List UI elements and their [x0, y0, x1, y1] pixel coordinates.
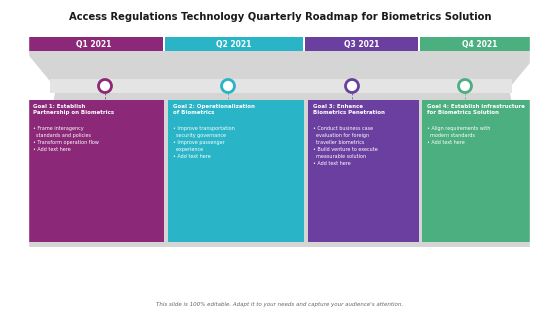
FancyBboxPatch shape — [308, 100, 419, 242]
Text: • Improve transportation
  security governance
• Improve passenger
  experience
: • Improve transportation security govern… — [173, 126, 235, 159]
Text: Access Regulations Technology Quarterly Roadmap for Biometrics Solution: Access Regulations Technology Quarterly … — [69, 12, 491, 22]
FancyBboxPatch shape — [50, 79, 512, 93]
Text: Goal 1: Establish
Partnership on Biometrics: Goal 1: Establish Partnership on Biometr… — [33, 104, 114, 115]
FancyBboxPatch shape — [25, 37, 163, 51]
FancyBboxPatch shape — [28, 100, 164, 242]
Text: Goal 3: Enhance
Biometrics Penetration: Goal 3: Enhance Biometrics Penetration — [313, 104, 385, 115]
Ellipse shape — [222, 79, 235, 93]
Text: Q3 2021: Q3 2021 — [344, 39, 379, 49]
Ellipse shape — [346, 79, 358, 93]
FancyBboxPatch shape — [420, 37, 540, 51]
FancyBboxPatch shape — [305, 37, 418, 51]
Ellipse shape — [459, 79, 472, 93]
Text: • Conduct business case
  evaluation for foreign
  traveller biometrics
• Build : • Conduct business case evaluation for f… — [313, 126, 378, 166]
FancyBboxPatch shape — [165, 37, 303, 51]
Text: Goal 2: Operationalization
of Biometrics: Goal 2: Operationalization of Biometrics — [173, 104, 255, 115]
Text: Q2 2021: Q2 2021 — [216, 39, 251, 49]
FancyBboxPatch shape — [422, 100, 530, 242]
Ellipse shape — [99, 79, 111, 93]
Polygon shape — [25, 51, 540, 87]
Text: • Align requirements with
  modern standards
• Add text here: • Align requirements with modern standar… — [427, 126, 491, 145]
Text: • Frame interagency
  standards and policies
• Transform operation flow
• Add te: • Frame interagency standards and polici… — [33, 126, 99, 152]
Text: Q1 2021: Q1 2021 — [76, 39, 111, 49]
Text: This slide is 100% editable. Adapt it to your needs and capture your audience's : This slide is 100% editable. Adapt it to… — [156, 302, 404, 307]
Polygon shape — [25, 93, 540, 247]
Text: Q4 2021: Q4 2021 — [463, 39, 498, 49]
FancyBboxPatch shape — [168, 100, 304, 242]
Text: Goal 4: Establish infrastructure
for Biometrics Solution: Goal 4: Establish infrastructure for Bio… — [427, 104, 525, 115]
